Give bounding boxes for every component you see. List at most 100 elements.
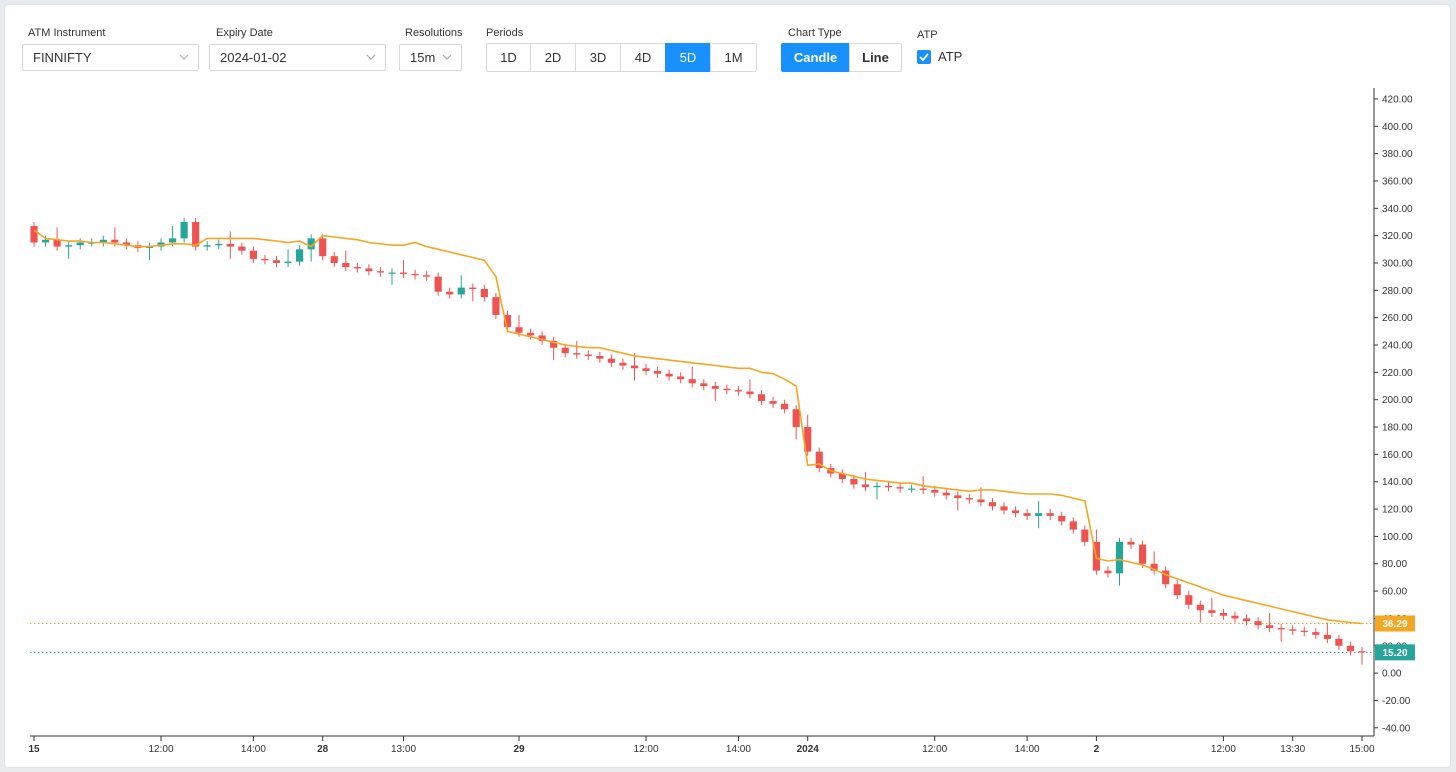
chart-type-label: Chart Type xyxy=(788,27,842,39)
candle xyxy=(711,381,719,402)
candle xyxy=(284,249,292,268)
candle xyxy=(1000,502,1008,515)
candle-body xyxy=(99,239,107,243)
candle-body xyxy=(411,273,419,276)
atp-label: ATP xyxy=(917,29,938,41)
period-4d-button[interactable]: 4D xyxy=(620,43,666,72)
candle-body xyxy=(446,291,454,295)
candle-body xyxy=(711,386,719,389)
period-2d-button[interactable]: 2D xyxy=(530,43,576,72)
candle xyxy=(261,254,269,265)
candle xyxy=(1185,591,1193,609)
candle-body xyxy=(1104,570,1112,574)
candle xyxy=(1312,628,1320,639)
candle xyxy=(469,283,477,302)
y-tick-label: 240.00 xyxy=(1382,341,1413,352)
candle-body xyxy=(550,340,558,348)
candle-body xyxy=(319,238,327,257)
candle-body xyxy=(677,376,685,380)
candle xyxy=(642,364,650,376)
candle-body xyxy=(1300,630,1308,633)
y-tick-label: 140.00 xyxy=(1382,477,1413,488)
candle xyxy=(99,235,107,247)
y-tick-label: 60.00 xyxy=(1382,587,1407,598)
period-5d-button[interactable]: 5D xyxy=(665,43,711,72)
candle xyxy=(734,386,742,396)
candle-body xyxy=(1173,584,1181,596)
candle-body xyxy=(365,268,373,272)
periods-label: Periods xyxy=(486,27,524,39)
resolution-select[interactable]: 15m xyxy=(399,44,462,71)
x-tick-label: 12:00 xyxy=(1211,744,1236,755)
chevron-down-icon xyxy=(442,54,452,60)
candle-body xyxy=(642,368,650,371)
candle xyxy=(965,494,973,504)
candle-body xyxy=(272,260,281,263)
candle-body xyxy=(526,332,535,336)
candle-body xyxy=(861,484,870,488)
candle-body xyxy=(1011,510,1020,514)
atp-checkbox[interactable] xyxy=(917,50,931,64)
candle-body xyxy=(1231,615,1239,619)
candle xyxy=(1242,614,1251,626)
candle-body xyxy=(723,388,731,391)
candle-body xyxy=(168,238,177,243)
candle-body xyxy=(1254,621,1262,626)
candle-body xyxy=(1023,513,1031,516)
y-tick-label: 360.00 xyxy=(1382,176,1413,187)
candle-body xyxy=(1127,541,1135,545)
line-button[interactable]: Line xyxy=(849,43,902,72)
candle-body xyxy=(815,451,823,469)
candle-body xyxy=(215,243,223,246)
candle-body xyxy=(630,365,639,369)
candle xyxy=(145,242,154,261)
candle xyxy=(1058,511,1066,526)
candle xyxy=(249,246,257,263)
candle-body xyxy=(1046,513,1054,516)
candle-button[interactable]: Candle xyxy=(781,43,850,72)
candle xyxy=(1277,623,1285,642)
candle-body xyxy=(1115,541,1124,574)
candle-body xyxy=(469,287,477,289)
candle xyxy=(884,481,893,492)
candle-body xyxy=(1162,570,1170,585)
candle xyxy=(942,488,950,500)
candle xyxy=(296,245,304,266)
candle xyxy=(1139,540,1147,568)
expiry-select[interactable]: 2024-01-02 xyxy=(209,44,386,71)
candle xyxy=(238,242,246,255)
candle xyxy=(861,472,870,492)
candle-body xyxy=(1081,529,1089,542)
last-close-price-label: 15.20 xyxy=(1382,648,1407,659)
candle xyxy=(538,331,546,346)
candle xyxy=(1335,634,1343,650)
y-tick-label: -40.00 xyxy=(1382,723,1411,734)
candle-body xyxy=(434,276,442,292)
candle xyxy=(1023,509,1031,520)
candle-body xyxy=(561,347,569,354)
candle-body xyxy=(180,221,188,239)
candle xyxy=(630,353,639,381)
instrument-select[interactable]: FINNIFTY xyxy=(22,44,199,71)
candle-body xyxy=(388,272,396,274)
candle xyxy=(838,469,846,484)
candle-body xyxy=(700,383,708,387)
period-1d-button[interactable]: 1D xyxy=(486,43,531,72)
resolution-label: Resolutions xyxy=(405,27,463,39)
y-tick-label: 180.00 xyxy=(1382,423,1413,434)
candlestick-series xyxy=(30,217,1366,665)
candle xyxy=(908,484,916,493)
candle xyxy=(457,275,465,299)
x-tick-label: 15 xyxy=(28,744,40,755)
candle-body xyxy=(781,403,789,410)
period-3d-button[interactable]: 3D xyxy=(575,43,621,72)
y-tick-label: 220.00 xyxy=(1382,368,1413,379)
candle-body xyxy=(757,394,766,402)
candle-body xyxy=(1346,645,1355,652)
candle-body xyxy=(654,370,662,374)
candle xyxy=(353,262,361,273)
candle xyxy=(76,238,84,250)
period-1m-button[interactable]: 1M xyxy=(710,43,757,72)
candle-body xyxy=(399,272,408,274)
